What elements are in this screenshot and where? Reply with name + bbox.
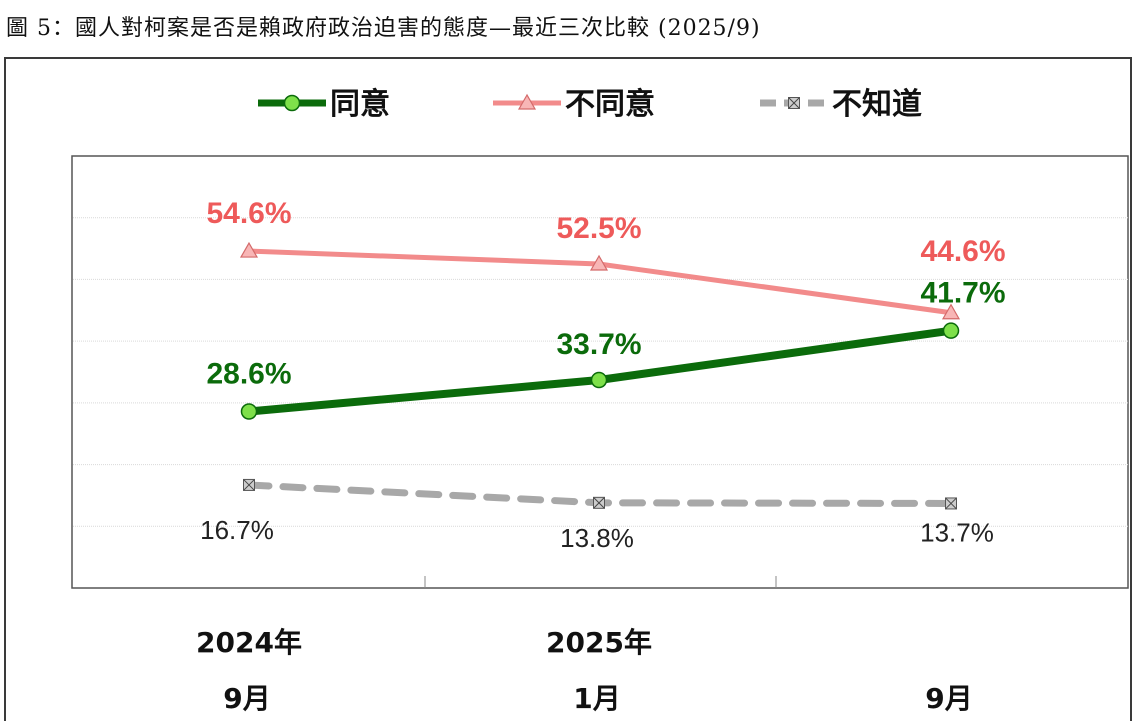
legend-label-unknown: 不知道 <box>832 87 922 122</box>
disagree-point <box>239 241 259 258</box>
legend-label-disagree: 不同意 <box>565 87 655 122</box>
disagree-series <box>239 241 961 320</box>
unknown-value-label: 13.8% <box>560 523 634 553</box>
legend-item-agree: 同意 <box>258 87 390 122</box>
agree-series <box>240 322 960 420</box>
series-layer <box>239 241 961 510</box>
plot-area <box>71 155 1129 589</box>
unknown-point <box>788 97 800 109</box>
agree-point <box>240 403 258 420</box>
unknown-point <box>945 497 957 510</box>
disagree-value-label: 54.6% <box>206 197 291 230</box>
agree-value-label: 41.7% <box>920 277 1005 310</box>
agree-value-label: 28.6% <box>206 357 291 390</box>
legend-item-unknown: 不知道 <box>760 87 922 122</box>
unknown-value-label: 13.7% <box>920 517 994 547</box>
agree-point <box>283 94 301 112</box>
disagree-value-label: 44.6% <box>920 235 1005 268</box>
x-tick-label-month: 1月 <box>573 682 620 715</box>
agree-value-label: 33.7% <box>556 328 641 361</box>
chart-frame <box>4 57 1132 721</box>
legend: 同意 不同意 不知道 <box>258 87 922 122</box>
disagree-value-label: 52.5% <box>556 212 641 245</box>
x-tick-label-year: 2024年 <box>196 626 302 659</box>
x-tick-label-month: 9月 <box>925 682 972 715</box>
unknown-point <box>243 478 255 491</box>
unknown-point <box>593 496 605 509</box>
x-tick-label-year: 2025年 <box>546 626 652 659</box>
legend-item-disagree: 不同意 <box>493 87 655 122</box>
x-axis: 2024年 9月 2025年 1月 9月 <box>196 576 973 715</box>
disagree-point <box>589 254 609 271</box>
data-labels: 28.6% 33.7% 41.7% 54.6% 52.5% 44.6% 16.7% 13.8%… <box>200 197 1005 553</box>
x-tick-label-month: 9月 <box>223 682 270 715</box>
plot-frame <box>71 155 1129 589</box>
agree-point <box>590 371 608 389</box>
unknown-series <box>243 478 957 510</box>
disagree-point <box>517 93 537 110</box>
unknown-value-label: 16.7% <box>200 515 274 545</box>
disagree-point <box>941 303 961 320</box>
legend-label-agree: 同意 <box>330 87 390 122</box>
chart-title: 圖 5：國人對柯案是否是賴政府政治迫害的態度—最近三次比較 (2025/9) <box>6 16 761 41</box>
agree-point <box>942 322 960 339</box>
